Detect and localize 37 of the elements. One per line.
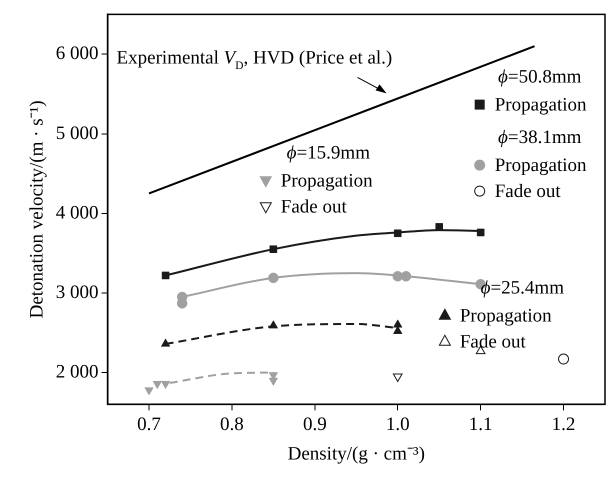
point bbox=[152, 380, 162, 389]
x-tick-label: 1.2 bbox=[552, 414, 576, 435]
point bbox=[270, 245, 278, 253]
legend-label: Propagation bbox=[494, 94, 588, 116]
point bbox=[400, 271, 412, 282]
x-tick-label: 0.8 bbox=[220, 414, 244, 435]
point bbox=[558, 354, 570, 365]
y-tick-label: 6 000 bbox=[56, 43, 99, 64]
x-tick-label: 1.0 bbox=[386, 414, 410, 435]
x-tick-label: 1.1 bbox=[468, 414, 493, 435]
legend-label: Fade out bbox=[494, 181, 562, 202]
x-tick-label: 0.7 bbox=[137, 414, 161, 435]
x-axis-title: Density/(g · cm⁻³) bbox=[288, 444, 425, 465]
legend-label: Fade out bbox=[280, 196, 348, 218]
legend-label: Propagation bbox=[280, 170, 374, 192]
y-tick-label: 3 000 bbox=[56, 282, 99, 303]
annotation: ϕ=25.4mm bbox=[480, 277, 564, 298]
legend-label: Fade out bbox=[460, 331, 527, 352]
legend-label: Propagation bbox=[460, 305, 552, 326]
point bbox=[161, 380, 170, 389]
point bbox=[392, 374, 403, 382]
point bbox=[144, 387, 154, 396]
annotation: ϕ=15.9mm bbox=[286, 142, 370, 164]
y-tick-label: 5 000 bbox=[56, 122, 99, 144]
y-axis-title: Detonation velocity/(m · s⁻¹) bbox=[26, 100, 48, 318]
point bbox=[394, 229, 402, 238]
x-tick-label: 0.9 bbox=[302, 414, 327, 435]
point bbox=[392, 271, 403, 282]
point bbox=[162, 272, 170, 280]
y-tick-label: 2 000 bbox=[56, 362, 99, 383]
y-tick-label: 4 000 bbox=[56, 202, 99, 224]
legend-label: Propagation bbox=[494, 155, 588, 176]
annotation: ϕ=38.1mm bbox=[498, 127, 582, 148]
point bbox=[476, 228, 484, 236]
annotation: ϕ=50.8mm bbox=[498, 66, 582, 88]
point bbox=[268, 272, 279, 284]
point bbox=[268, 378, 278, 386]
